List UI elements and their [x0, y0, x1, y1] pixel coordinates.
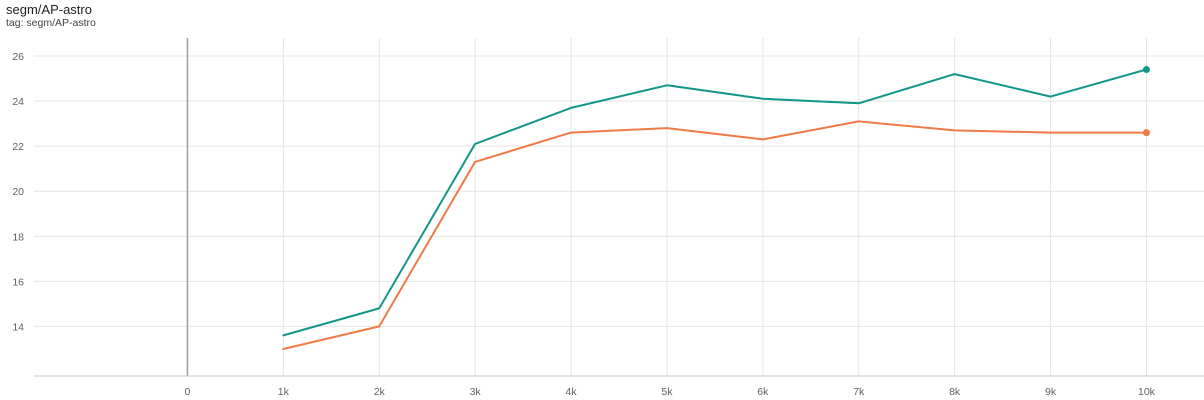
card-header: segm/AP-astro tag: segm/AP-astro	[6, 2, 96, 30]
axes	[34, 38, 1204, 377]
chart-tag: tag: segm/AP-astro	[6, 17, 96, 29]
x-tick-label: 4k	[566, 386, 578, 398]
x-tick-label: 9k	[1045, 386, 1057, 398]
chart-title: segm/AP-astro	[6, 2, 92, 17]
y-tick-label: 26	[12, 51, 24, 63]
x-tick-label: 8k	[949, 386, 961, 398]
series-line-2[interactable]	[282, 120, 1148, 350]
y-tick-label: 24	[12, 96, 24, 108]
tick-labels: 0 1k 2k 3k 4k 5k 6k 7k 8k 9k 10k 14 16 18 20 22 24 26	[12, 51, 1155, 398]
x-tick-label: 10k	[1138, 386, 1156, 398]
x-tick-label: 7k	[853, 386, 865, 398]
grid	[34, 38, 1204, 376]
series-end-marker-1[interactable]	[1142, 66, 1150, 74]
x-tick-label: 1k	[278, 386, 290, 398]
series-line-1[interactable]	[282, 68, 1148, 337]
y-tick-label: 20	[12, 186, 24, 198]
x-tick-label: 6k	[757, 386, 769, 398]
y-tick-label: 18	[12, 231, 24, 243]
x-tick-label: 2k	[374, 386, 386, 398]
y-tick-label: 16	[12, 276, 24, 288]
y-tick-label: 22	[12, 141, 24, 153]
y-tick-label: 14	[12, 321, 24, 333]
x-tick-label: 5k	[661, 386, 673, 398]
x-tick-label: 0	[185, 386, 191, 398]
x-tick-label: 3k	[470, 386, 482, 398]
series-end-marker-2[interactable]	[1142, 129, 1150, 137]
series-layer	[282, 66, 1150, 350]
